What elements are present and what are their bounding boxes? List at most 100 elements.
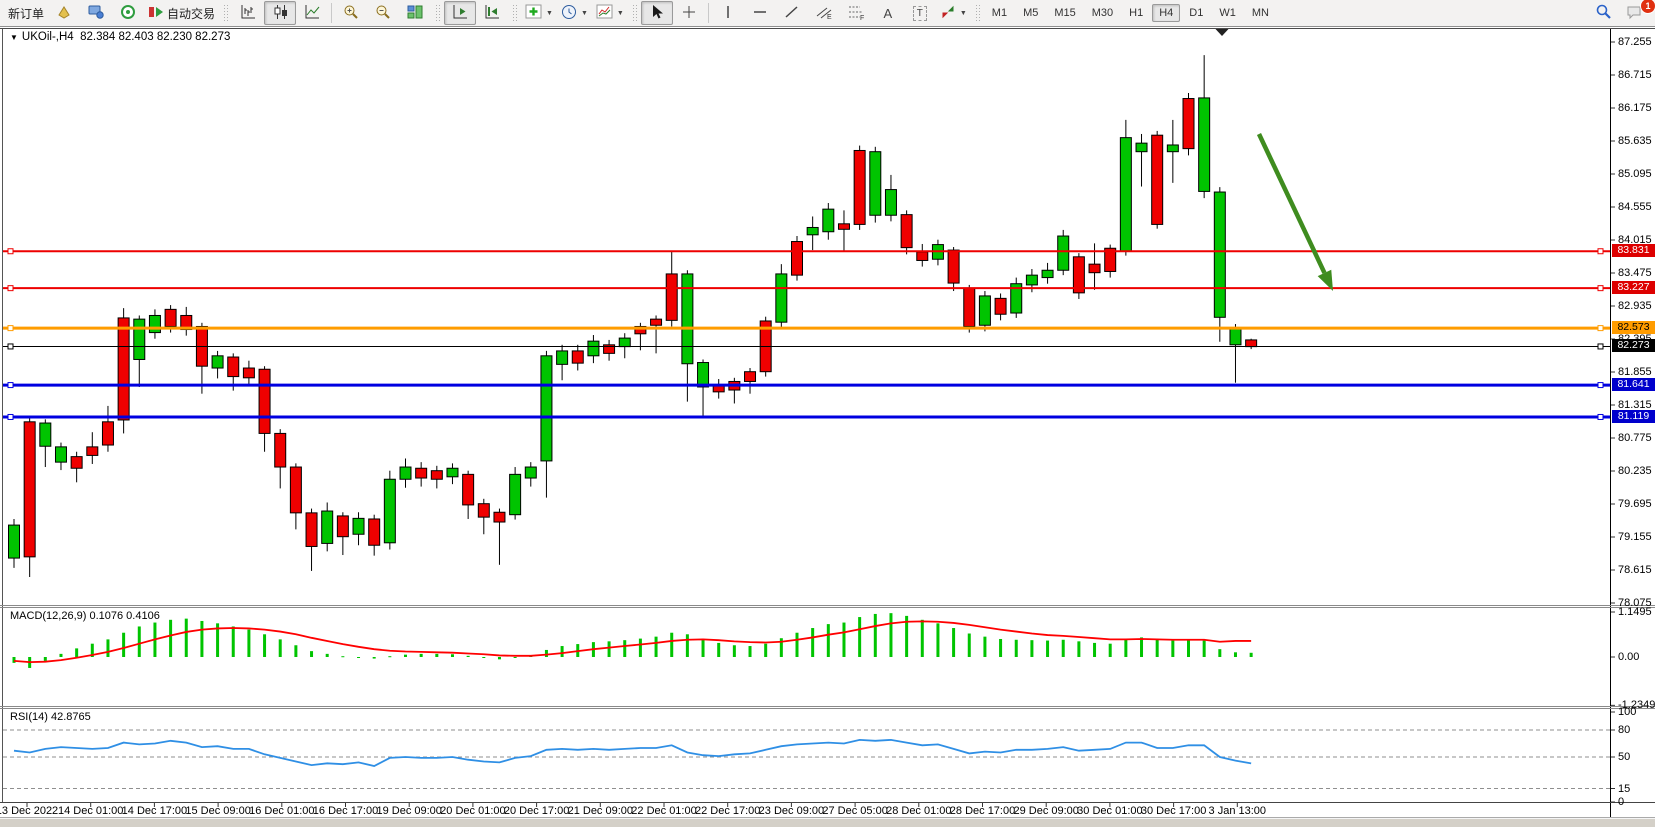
macd-bar bbox=[497, 657, 501, 660]
rsi-axis-label: 100 bbox=[1618, 706, 1637, 718]
macd-bar bbox=[983, 636, 987, 657]
timeframe-H1[interactable]: H1 bbox=[1129, 7, 1144, 19]
text-label-button[interactable]: T bbox=[904, 1, 936, 25]
macd-axis-label: 1.1495 bbox=[1618, 605, 1652, 618]
candle bbox=[242, 367, 255, 379]
time-axis-label: 23 Dec 09:00 bbox=[758, 805, 825, 817]
templates-icon bbox=[596, 4, 613, 23]
hline-handle[interactable] bbox=[1597, 413, 1604, 420]
horizontal-line-button[interactable] bbox=[744, 1, 776, 25]
macd-bar bbox=[1014, 639, 1018, 657]
candle bbox=[211, 355, 224, 369]
hline-handle[interactable] bbox=[7, 343, 14, 350]
rsi-axis-label: 15 bbox=[1618, 782, 1631, 795]
macd-bar bbox=[685, 634, 689, 657]
trend-arrow-annotation[interactable] bbox=[1256, 133, 1327, 274]
hline-handle[interactable] bbox=[1597, 325, 1604, 332]
zoom-out-button[interactable] bbox=[367, 1, 399, 25]
timeframe-M30[interactable]: M30 bbox=[1091, 7, 1114, 19]
timeframe-M15[interactable]: M15 bbox=[1054, 7, 1076, 19]
hline-handle[interactable] bbox=[7, 248, 14, 255]
expander-icon[interactable]: ▼ bbox=[10, 33, 18, 42]
price-axis-label: 86.715 bbox=[1618, 69, 1652, 81]
candle bbox=[336, 515, 349, 538]
candle bbox=[963, 287, 976, 327]
timeframe-MN[interactable]: MN bbox=[1251, 7, 1269, 19]
timeframe-H4[interactable]: H4 bbox=[1152, 4, 1181, 22]
candle bbox=[321, 510, 334, 544]
candlestick-chart-button[interactable] bbox=[264, 1, 297, 25]
macd-bar bbox=[811, 628, 815, 657]
new-chart-button[interactable] bbox=[48, 1, 80, 25]
toolbar-grip[interactable] bbox=[223, 4, 229, 22]
macd-bar bbox=[999, 638, 1003, 657]
connection-button[interactable] bbox=[112, 1, 144, 25]
chevron-down-icon: ▼ bbox=[959, 9, 967, 17]
hline-handle[interactable] bbox=[7, 325, 14, 332]
candle bbox=[39, 422, 52, 447]
autoscroll-button[interactable] bbox=[444, 1, 477, 25]
hline-handle[interactable] bbox=[7, 413, 14, 420]
autotrading-button[interactable]: 自动交易 bbox=[144, 1, 219, 25]
trend-arrow-head[interactable] bbox=[1317, 269, 1333, 291]
candle bbox=[681, 273, 694, 365]
notifications-button[interactable]: 1 bbox=[1619, 0, 1655, 25]
clock-icon bbox=[561, 4, 577, 23]
macd-bar bbox=[936, 623, 940, 657]
toolbar-grip[interactable] bbox=[631, 4, 637, 22]
fibonacci-button[interactable]: F bbox=[840, 1, 872, 25]
chart-shift-marker[interactable] bbox=[1215, 29, 1229, 36]
profile-button[interactable] bbox=[80, 1, 112, 25]
indicators-button[interactable]: ▼ bbox=[521, 1, 557, 25]
zoom-out-icon bbox=[375, 4, 391, 23]
hline-handle[interactable] bbox=[1597, 248, 1604, 255]
trendline-button[interactable] bbox=[776, 1, 808, 25]
time-axis-label: 16 Dec 17:00 bbox=[312, 805, 379, 817]
candle bbox=[744, 371, 757, 382]
price-axis-label: 87.255 bbox=[1618, 36, 1652, 48]
timeframe-W1[interactable]: W1 bbox=[1219, 7, 1236, 19]
hline-handle[interactable] bbox=[1597, 382, 1604, 389]
toolbar-grip[interactable] bbox=[974, 4, 980, 22]
hline-handle[interactable] bbox=[1597, 343, 1604, 350]
channel-button[interactable]: E bbox=[808, 1, 840, 25]
timeframe-M5[interactable]: M5 bbox=[1023, 7, 1039, 19]
tile-windows-button[interactable] bbox=[399, 1, 431, 25]
candle bbox=[1229, 327, 1242, 346]
vertical-line-button[interactable] bbox=[712, 1, 744, 25]
timeframe-D1[interactable]: D1 bbox=[1189, 7, 1204, 19]
templates-button[interactable]: ▼ bbox=[592, 1, 628, 25]
zoom-in-button[interactable] bbox=[335, 1, 367, 25]
macd-bar bbox=[654, 636, 658, 657]
bar-chart-icon bbox=[240, 4, 257, 23]
text-button[interactable]: A bbox=[872, 1, 904, 25]
hline-handle[interactable] bbox=[7, 285, 14, 292]
candle bbox=[665, 273, 678, 321]
periods-button[interactable]: ▼ bbox=[557, 1, 592, 25]
candle bbox=[446, 467, 459, 478]
toolbar-grip[interactable] bbox=[512, 4, 518, 22]
timeframe-M1[interactable]: M1 bbox=[991, 7, 1008, 19]
toolbar-grip[interactable] bbox=[435, 4, 441, 22]
hline-handle[interactable] bbox=[1597, 285, 1604, 292]
macd-signal-line bbox=[13, 620, 1252, 663]
line-chart-button[interactable] bbox=[296, 1, 328, 25]
hline-handle[interactable] bbox=[7, 382, 14, 389]
chart-shift-button[interactable] bbox=[476, 1, 508, 25]
macd-bar bbox=[623, 640, 627, 657]
candle bbox=[900, 214, 913, 249]
cursor-button[interactable] bbox=[640, 1, 673, 25]
line-chart-icon bbox=[304, 4, 321, 23]
bar-chart-button[interactable] bbox=[232, 1, 264, 25]
macd-bar bbox=[294, 645, 298, 657]
price-axis-label: 85.095 bbox=[1618, 168, 1652, 180]
arrows-button[interactable]: ▼ bbox=[936, 1, 971, 25]
candle bbox=[540, 355, 553, 462]
crosshair-button[interactable] bbox=[673, 1, 705, 25]
macd-bar bbox=[670, 632, 674, 657]
search-button[interactable] bbox=[1587, 1, 1619, 25]
macd-bar bbox=[341, 656, 345, 658]
new-order-button[interactable]: 新订单 bbox=[4, 1, 48, 25]
